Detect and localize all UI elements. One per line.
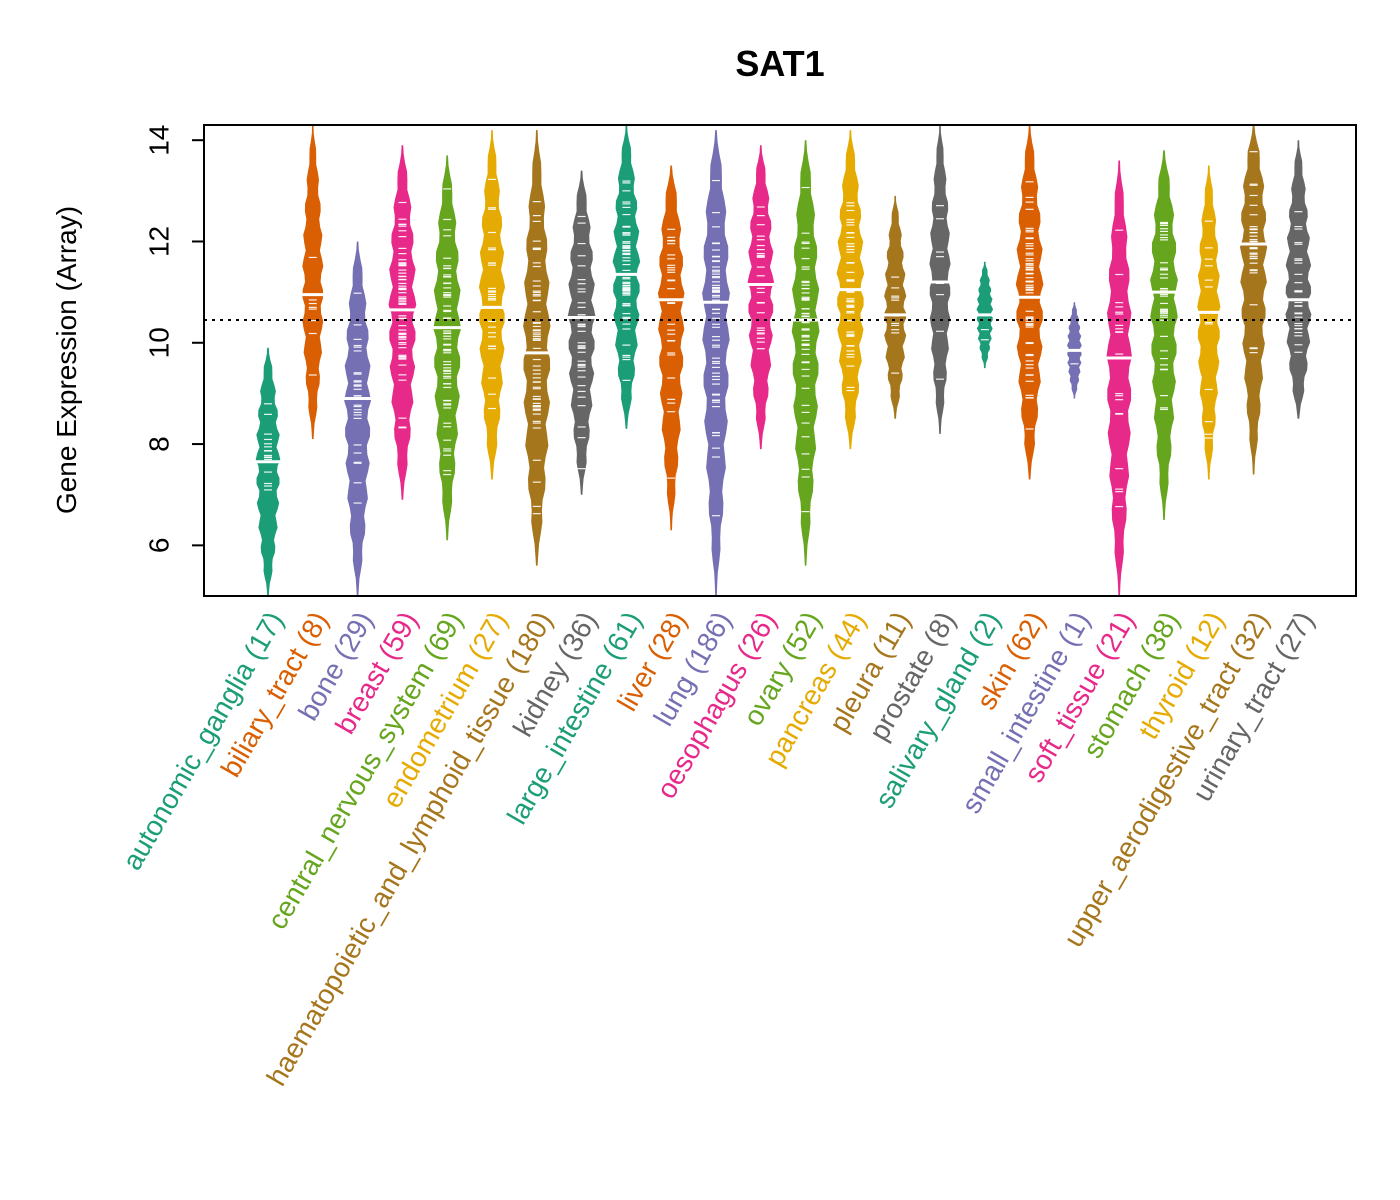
violin-body [1106,160,1132,596]
y-tick-label: 6 [144,538,175,554]
violins-group [253,125,1314,596]
violin-kidney [566,170,597,495]
violin-haematopoietic_and_lymphoid_tissue [521,130,552,566]
violin-body [1150,150,1178,521]
chart-title: SAT1 [735,43,824,84]
violin-upper_aerodigestive_tract [1238,125,1269,475]
violin-liver [656,165,687,531]
y-axis: 6 8 10 12 14 [144,125,205,554]
violin-endometrium [477,130,507,480]
violin-ovary [790,140,821,566]
violin-biliary_tract [297,125,328,439]
violin-thyroid [1193,165,1224,480]
violin-pancreas [835,130,866,450]
violin-lung [701,130,731,596]
violin-body [302,125,324,439]
violin-stomach [1149,150,1179,521]
y-axis-label: Gene Expression (Array) [51,206,82,514]
violin-body [433,155,462,541]
violin-prostate [925,125,955,434]
violin-body [747,145,774,450]
violin-body [791,140,820,566]
violin-central_nervous_system [432,155,463,541]
violin-salivary_gland [969,261,1000,369]
violin-body [478,130,506,480]
violin-body [1285,140,1312,419]
violin-body [929,125,951,434]
violin-small_intestine [1059,302,1090,399]
violin-body [657,165,685,531]
violin-body [1240,125,1268,475]
violin-autonomic_ganglia [253,347,283,596]
violin-soft_tissue [1104,160,1135,596]
violin-body [388,145,417,500]
violin-body [1015,125,1044,480]
violin-body [567,170,596,495]
violin-breast [387,145,418,500]
plot-frame [203,124,1357,597]
x-axis-labels: autonomic_ganglia (17)biliary_tract (8)b… [116,606,1320,1091]
violin-bone [342,241,373,596]
violin-urinary_tract [1283,140,1314,419]
violin-pleura [880,195,911,419]
y-tick-label: 10 [144,327,175,358]
y-tick-label: 8 [144,436,175,452]
violin-body [884,195,907,419]
y-tick-label: 12 [144,226,175,257]
violin-skin [1014,125,1045,480]
violin-oesophagus [745,145,776,450]
y-tick-label: 14 [144,125,175,156]
violin-large_intestine [611,125,642,429]
violin-body [612,125,641,429]
